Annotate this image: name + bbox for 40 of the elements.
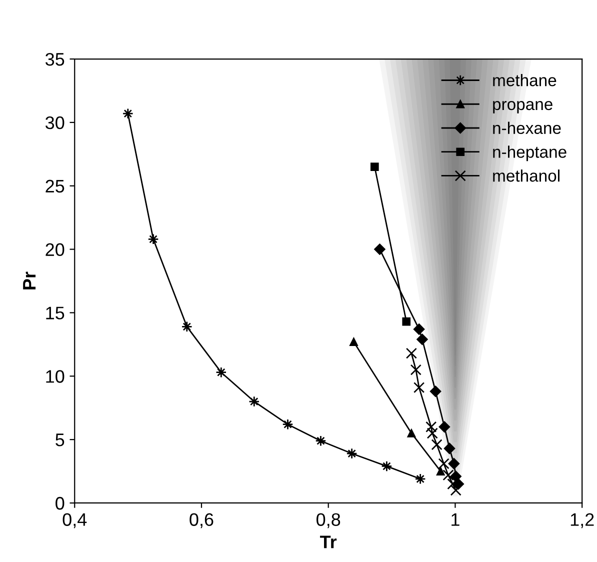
y-tick-label: 5 (56, 434, 64, 446)
point (414, 382, 425, 394)
y-axis-title: Pr (23, 272, 36, 290)
point (402, 317, 411, 326)
point (438, 421, 450, 432)
point (370, 162, 379, 171)
y-tick-label: 0 (56, 496, 64, 510)
point (350, 338, 358, 346)
legend-label: propane (493, 100, 552, 114)
legend-label: methane (493, 74, 556, 86)
point (426, 421, 437, 432)
point (436, 467, 445, 476)
y-tick-label: 15 (46, 306, 64, 320)
legend-label: n-hexane (493, 122, 561, 134)
y-tick-label: 20 (46, 243, 64, 256)
point (450, 484, 462, 496)
legend-label: n-heptane (493, 146, 566, 162)
point (407, 429, 416, 438)
point (430, 386, 442, 397)
y-tick-label: 25 (46, 180, 64, 193)
x-tick-label: 0,8 (316, 513, 340, 528)
point (444, 442, 456, 454)
point (416, 334, 428, 345)
point (448, 458, 460, 470)
x-axis-title: Tr (320, 536, 337, 548)
point (410, 364, 422, 376)
x-tick-label: 0,4 (62, 513, 87, 528)
x-tick-label: 1,2 (570, 513, 594, 528)
point (406, 348, 417, 359)
point (374, 244, 386, 255)
legend-label: methanol (493, 169, 560, 182)
y-tick-label: 10 (46, 370, 64, 383)
point (426, 428, 438, 439)
y-tick-label: 30 (46, 116, 64, 130)
x-tick-label: 1 (452, 513, 460, 526)
point (442, 470, 454, 481)
y-tick-label: 35 (46, 52, 64, 66)
point (431, 439, 442, 450)
x-tick-label: 0,6 (190, 513, 214, 528)
point (413, 324, 425, 335)
